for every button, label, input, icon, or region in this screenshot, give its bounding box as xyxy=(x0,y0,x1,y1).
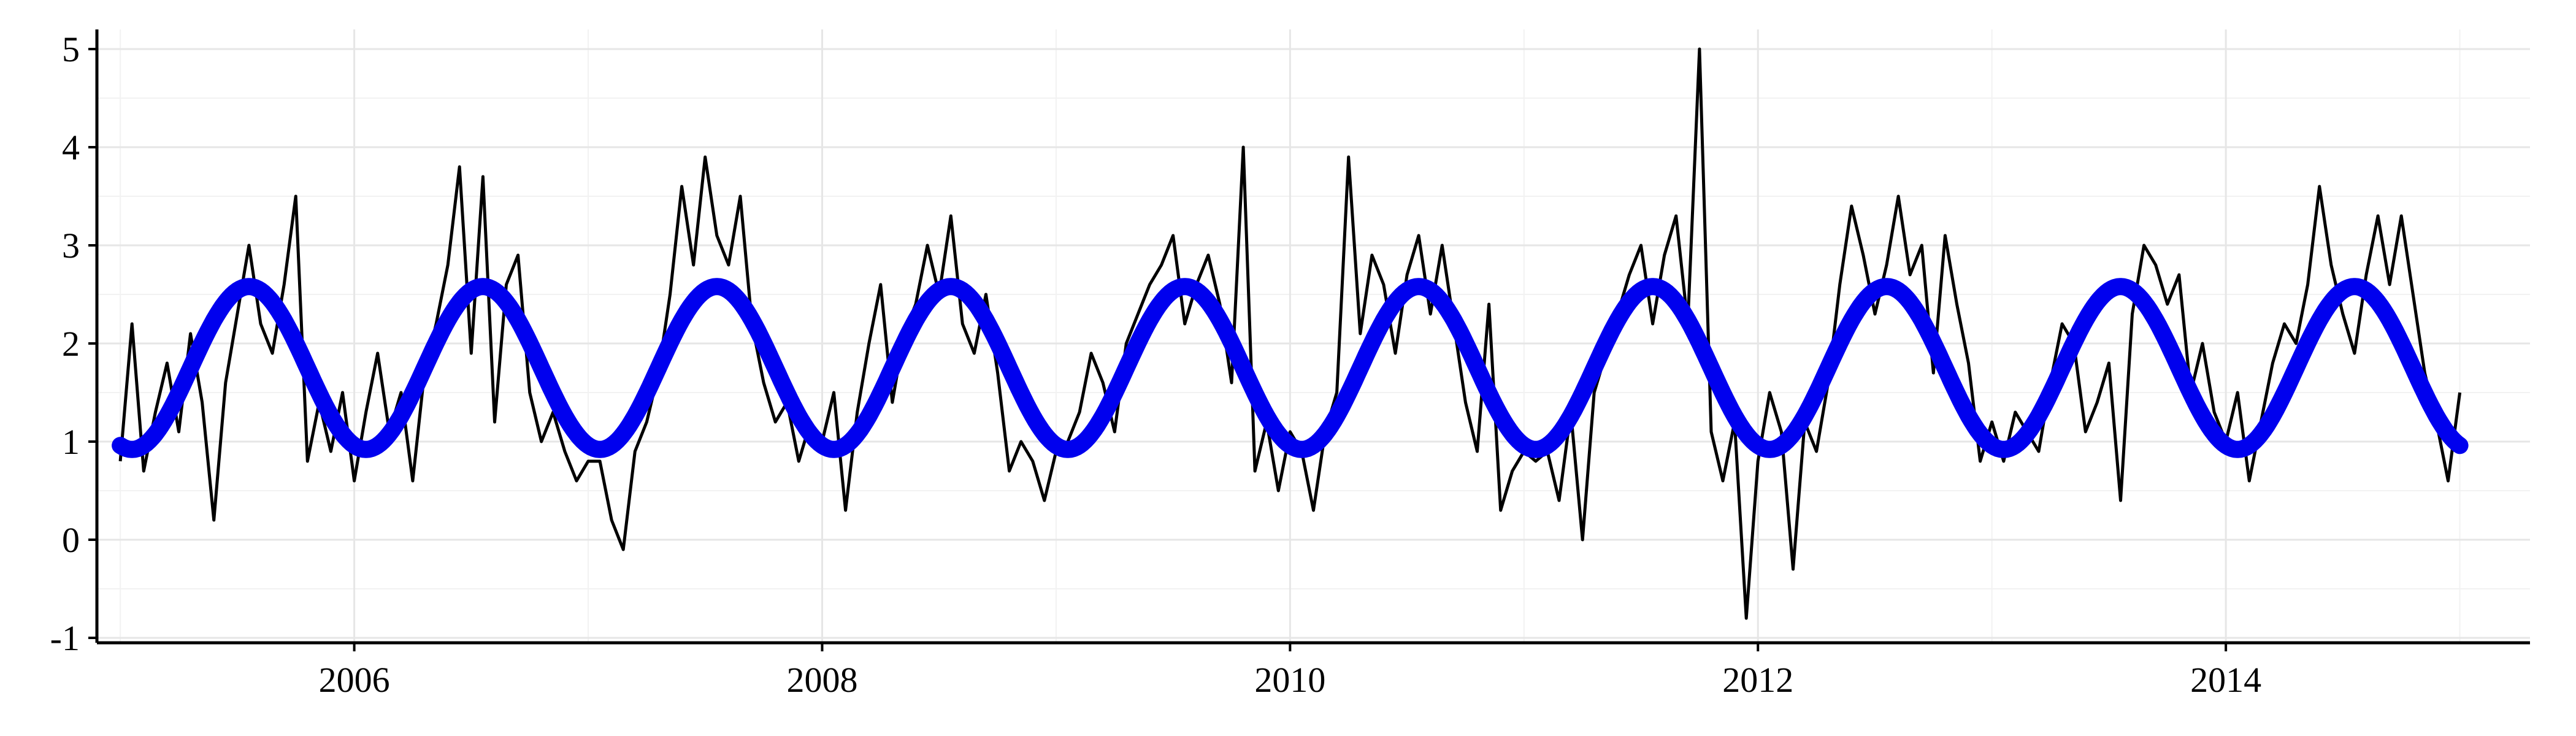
x-axis: 2006 2008 2010 2012 2014 xyxy=(319,643,2261,700)
y-tick-label: -1 xyxy=(50,618,80,658)
y-tick-label: 3 xyxy=(62,226,80,266)
y-tick-label: 1 xyxy=(62,422,80,462)
y-tick-label: 2 xyxy=(62,324,80,364)
series-line-fitted xyxy=(112,278,2469,458)
y-tick-label: 5 xyxy=(62,29,80,69)
x-tick-label: 2008 xyxy=(786,660,857,700)
y-axis: -1 0 1 2 3 4 5 xyxy=(50,29,97,658)
y-tick-label: 0 xyxy=(62,520,80,560)
x-tick-label: 2014 xyxy=(2190,660,2261,700)
x-tick-label: 2010 xyxy=(1254,660,1325,700)
x-tick-label: 2012 xyxy=(1722,660,1793,700)
y-tick-label: 4 xyxy=(62,128,80,167)
plot-area xyxy=(112,47,2469,620)
x-tick-label: 2006 xyxy=(319,660,390,700)
